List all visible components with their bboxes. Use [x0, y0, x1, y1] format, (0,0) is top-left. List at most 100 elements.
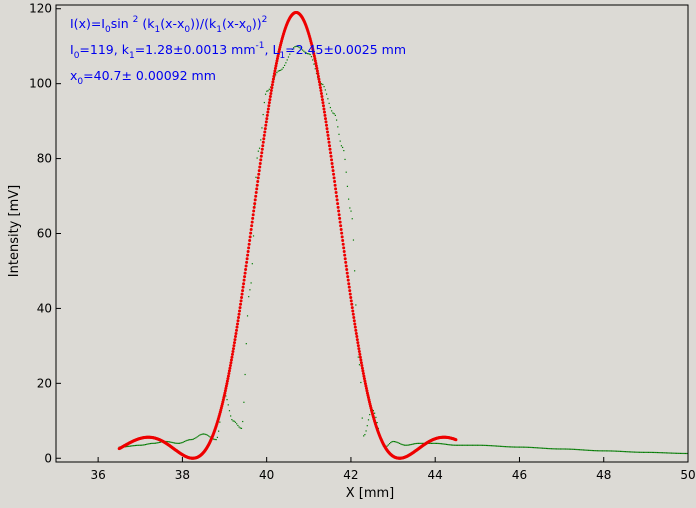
fit-point — [331, 169, 335, 173]
measured-point — [684, 452, 687, 455]
measured-point — [238, 426, 240, 428]
y-tick-label: 100 — [29, 77, 52, 91]
measured-point — [591, 449, 593, 452]
fit-point — [332, 176, 336, 180]
measured-point — [376, 421, 378, 424]
measured-point — [640, 451, 642, 453]
measured-point — [157, 442, 159, 444]
fit-point — [275, 56, 279, 60]
measured-point — [586, 449, 588, 451]
measured-point — [268, 88, 270, 90]
measured-point — [661, 452, 664, 454]
measured-point — [228, 410, 231, 412]
measured-point — [196, 436, 198, 438]
measured-point — [177, 442, 179, 444]
fit-point — [335, 194, 339, 198]
measured-point — [437, 442, 439, 445]
fit-point — [341, 242, 345, 246]
measured-point — [233, 420, 235, 422]
measured-point — [195, 437, 197, 439]
measured-point — [470, 444, 472, 446]
measured-point — [173, 442, 176, 444]
fit-point — [233, 335, 237, 339]
fit-point — [225, 382, 229, 386]
measured-point — [434, 442, 436, 444]
measured-point — [153, 442, 155, 444]
fit-point — [333, 180, 337, 184]
fit-point — [313, 56, 317, 60]
measured-point — [475, 444, 477, 446]
x-tick-label: 36 — [90, 468, 105, 482]
fit-point — [315, 69, 319, 73]
measured-point — [354, 270, 356, 272]
measured-point — [262, 113, 264, 116]
measured-point — [126, 445, 128, 448]
fit-point — [311, 50, 315, 54]
fit-point — [359, 358, 363, 362]
measured-point — [141, 444, 143, 446]
fit-point — [231, 349, 235, 353]
x-tick-label: 42 — [343, 468, 358, 482]
fit-point — [230, 355, 234, 359]
fit-point — [340, 235, 344, 239]
fit-point — [268, 98, 272, 102]
fit-point — [262, 137, 266, 141]
fit-point — [234, 331, 238, 335]
fit-point — [230, 352, 234, 356]
fit-point — [327, 137, 331, 141]
fit-point — [241, 289, 245, 293]
measured-point — [488, 444, 490, 447]
measured-point — [581, 449, 583, 451]
measured-point — [452, 444, 454, 446]
fit-point — [350, 306, 354, 310]
fit-point — [357, 347, 361, 351]
measured-point — [651, 451, 653, 454]
measured-point — [499, 445, 502, 447]
measured-point — [510, 446, 512, 448]
measured-point — [479, 444, 481, 446]
fit-point — [356, 344, 360, 348]
measured-point — [264, 93, 267, 95]
fit-point — [265, 117, 269, 121]
measured-point — [175, 442, 177, 444]
fit-point — [246, 253, 250, 257]
measured-point — [442, 443, 444, 445]
fit-point — [258, 161, 262, 165]
measured-point — [182, 441, 184, 443]
fit-point — [316, 72, 320, 76]
measured-point — [554, 448, 556, 450]
measured-point — [396, 441, 398, 443]
fit-point — [320, 98, 324, 102]
measured-point — [261, 127, 263, 129]
fit-point — [326, 130, 330, 134]
x-tick-label: 38 — [175, 468, 190, 482]
fit-point — [227, 369, 231, 373]
measured-point — [364, 433, 366, 436]
measured-point — [149, 442, 152, 445]
fit-point — [223, 391, 227, 395]
measured-point — [649, 451, 651, 453]
fit-point — [262, 133, 266, 137]
measured-point — [328, 102, 330, 104]
measured-point — [567, 448, 569, 450]
measured-point — [225, 395, 227, 397]
measured-point — [386, 445, 388, 447]
measured-point — [481, 444, 484, 446]
measured-point — [245, 343, 247, 345]
measured-point — [460, 444, 462, 446]
measured-point — [295, 45, 297, 47]
measured-point — [515, 446, 517, 448]
fit-point — [228, 364, 232, 368]
measured-point — [443, 443, 445, 445]
measured-point — [626, 451, 628, 453]
measured-point — [552, 448, 554, 450]
fit-point — [251, 216, 255, 220]
fit-point — [241, 285, 245, 289]
measured-point — [204, 433, 206, 435]
measured-point — [202, 433, 205, 435]
fit-point — [271, 80, 275, 84]
measured-point — [214, 438, 216, 441]
fit-point — [342, 246, 346, 250]
measured-point — [244, 373, 246, 376]
measured-point — [568, 448, 570, 450]
